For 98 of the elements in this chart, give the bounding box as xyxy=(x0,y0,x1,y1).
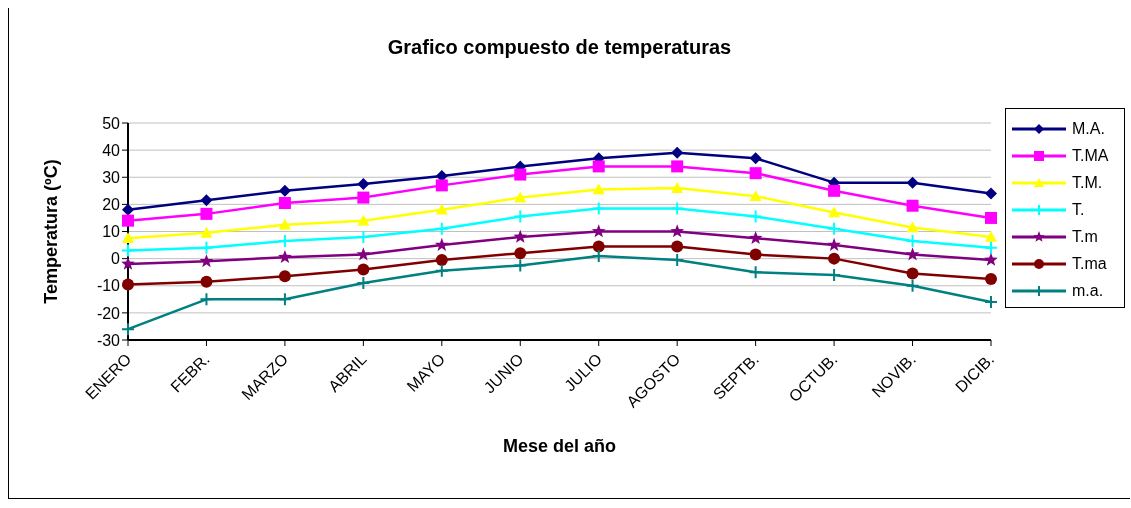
point xyxy=(591,201,606,216)
point xyxy=(121,243,135,258)
point xyxy=(906,221,919,233)
point xyxy=(277,233,292,248)
y-tick-label: 20 xyxy=(102,196,121,214)
point xyxy=(434,237,449,251)
point xyxy=(200,275,213,288)
legend-label: T. xyxy=(1072,200,1085,219)
point xyxy=(671,182,684,193)
legend-label: T.ma xyxy=(1072,254,1107,273)
point xyxy=(749,248,762,261)
point xyxy=(434,263,449,278)
point xyxy=(122,278,134,291)
point xyxy=(356,276,371,291)
y-tick-label: 50 xyxy=(102,114,121,132)
point xyxy=(278,270,291,283)
point xyxy=(121,256,135,270)
legend-label: T.MA xyxy=(1072,146,1109,165)
point xyxy=(905,247,920,261)
point xyxy=(748,209,763,224)
point xyxy=(748,265,763,280)
point xyxy=(670,201,685,216)
y-tick-label: -20 xyxy=(96,304,121,322)
point xyxy=(121,322,135,337)
y-tick-label: -30 xyxy=(96,331,121,349)
point xyxy=(828,252,841,265)
point xyxy=(827,237,841,251)
point xyxy=(984,295,998,310)
x-axis-title: Mese del año xyxy=(502,436,617,456)
point xyxy=(670,252,685,267)
point xyxy=(357,191,370,204)
point xyxy=(278,197,291,210)
point xyxy=(749,152,762,165)
point xyxy=(827,221,842,236)
chart-title: Grafico compuesto de temperaturas xyxy=(386,36,733,59)
legend-label: T.M. xyxy=(1072,173,1103,192)
point xyxy=(828,206,841,218)
point xyxy=(357,178,370,191)
point xyxy=(906,199,919,212)
point xyxy=(435,179,448,192)
point xyxy=(984,252,998,266)
point xyxy=(671,160,684,173)
point xyxy=(985,230,997,242)
point xyxy=(435,203,448,215)
point xyxy=(199,254,214,268)
point xyxy=(985,211,997,224)
point xyxy=(592,183,605,195)
point xyxy=(514,191,527,203)
point xyxy=(592,160,605,173)
y-tick-label: -10 xyxy=(96,277,121,295)
point xyxy=(278,250,292,264)
point xyxy=(748,231,763,245)
point xyxy=(277,292,292,307)
point xyxy=(513,209,528,224)
point xyxy=(671,146,684,159)
point xyxy=(591,248,606,263)
point xyxy=(122,232,134,244)
point xyxy=(122,214,134,227)
point xyxy=(592,240,605,253)
point xyxy=(514,247,527,260)
point xyxy=(905,278,920,293)
y-tick-label: 30 xyxy=(102,168,121,186)
y-tick-label: 0 xyxy=(111,250,121,268)
point xyxy=(905,233,920,248)
point xyxy=(749,167,762,180)
point xyxy=(199,240,214,255)
point xyxy=(357,214,370,226)
point xyxy=(671,240,684,253)
point xyxy=(985,272,997,285)
point xyxy=(200,194,213,207)
point xyxy=(749,190,762,202)
point xyxy=(435,253,448,266)
legend-label: M.A. xyxy=(1072,119,1105,138)
point xyxy=(200,226,213,238)
point xyxy=(434,221,449,236)
point xyxy=(357,263,370,276)
point xyxy=(514,168,527,181)
point xyxy=(278,184,291,197)
point xyxy=(513,229,528,243)
point xyxy=(278,218,291,230)
y-axis-title: Temperatura (ºC) xyxy=(41,159,62,304)
point xyxy=(513,258,528,273)
y-tick-label: 10 xyxy=(102,223,121,241)
point xyxy=(199,292,214,307)
point xyxy=(122,203,134,216)
point xyxy=(984,240,998,255)
point xyxy=(356,229,371,244)
point xyxy=(906,267,919,280)
legend-label: m.a. xyxy=(1072,281,1104,300)
legend-label: T.m xyxy=(1072,227,1098,246)
y-tick-label: 40 xyxy=(102,141,121,159)
point xyxy=(591,224,606,238)
point xyxy=(828,184,841,197)
point xyxy=(906,176,919,189)
point xyxy=(200,207,213,220)
point xyxy=(985,187,997,200)
point xyxy=(356,247,371,261)
point xyxy=(670,224,685,238)
